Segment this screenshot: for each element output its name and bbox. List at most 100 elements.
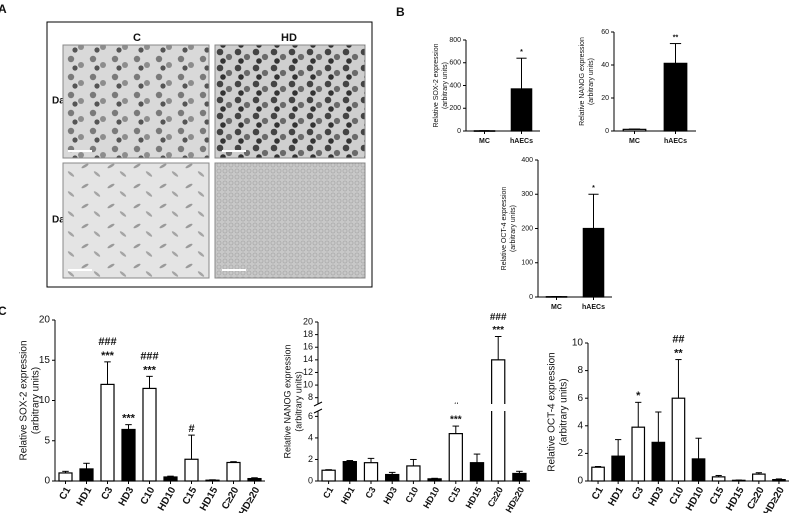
x-tick-label: HD15: [464, 485, 484, 510]
bar: [163, 476, 178, 482]
y-tick-label: 0: [577, 476, 583, 487]
x-tick-label: HD3: [117, 485, 137, 508]
y-tick-label: 400: [449, 82, 461, 89]
x-tick-label: HD10: [156, 485, 179, 513]
x-tick-label: C3: [630, 485, 646, 502]
bar: [611, 455, 625, 482]
bar: [591, 466, 605, 482]
column-label: HD: [281, 32, 297, 44]
significance: ***: [122, 413, 136, 425]
significance: ###: [140, 350, 158, 362]
y-tick-label: 10: [572, 338, 584, 349]
x-tick-label: MC: [629, 138, 640, 145]
x-tick-label: hAECs: [510, 138, 533, 145]
y-tick-label: 600: [449, 60, 461, 67]
x-tick-label: HD15: [724, 485, 747, 513]
y-tick-label: 800: [449, 37, 461, 44]
y-tick-label: 0: [605, 128, 609, 135]
x-tick-label: HD≥20: [504, 485, 527, 513]
significance: **: [674, 347, 683, 359]
micrograph: [62, 162, 210, 279]
bar: [58, 472, 73, 482]
bar: [671, 397, 686, 482]
y-tick-label: 20: [601, 95, 609, 102]
y-tick-label: 300: [521, 191, 533, 198]
x-tick-label: HD10: [421, 485, 441, 510]
bar: [448, 433, 463, 482]
bar: [772, 479, 786, 482]
x-tick-label: C1: [57, 485, 73, 502]
y-axis-label: Relative NANOG expression: [579, 37, 586, 126]
bar: [631, 426, 646, 482]
y-axis-label: (arbitrary units): [510, 205, 517, 252]
y-axis-label: Relative OCT-4 expression: [501, 187, 508, 271]
bar: [247, 477, 262, 482]
bar: [205, 479, 220, 482]
y-tick-label: 40: [601, 62, 609, 69]
y-axis-label: (arbitrary units): [293, 371, 303, 432]
x-tick-label: HD3: [647, 485, 667, 508]
significance: ***: [143, 364, 157, 376]
bar: [184, 458, 199, 482]
y-tick-label: 20: [303, 316, 313, 326]
y-axis-label: (arbitrary units): [588, 58, 595, 105]
x-tick-label: MC: [551, 304, 562, 311]
y-tick-label: 20: [39, 315, 51, 326]
y-tick-label: 4: [577, 420, 583, 431]
bar: [363, 462, 379, 482]
y-tick-label: 0: [44, 476, 50, 487]
bar: [121, 428, 136, 482]
x-tick-label: HD15: [198, 485, 221, 513]
x-tick-label: hAECs: [664, 138, 687, 145]
x-tick-label: HD≥20: [237, 485, 262, 513]
y-tick-label: 200: [449, 105, 461, 112]
y-axis-label: (arbitrary units): [442, 62, 449, 109]
x-tick-label: C3: [363, 485, 377, 500]
significance: ###: [490, 312, 507, 323]
bar: [142, 387, 157, 482]
y-axis-label: Relative SOX-2 expression: [19, 340, 30, 460]
y-axis-label: Relative OCT-4 expression: [547, 352, 558, 472]
x-tick-label: HD1: [339, 485, 357, 506]
axis-break: [314, 404, 530, 411]
bar: [491, 359, 506, 482]
x-tick-label: HD1: [75, 485, 95, 508]
y-tick-label: 6: [308, 411, 313, 421]
x-tick-label: C10: [403, 485, 420, 504]
x-tick-label: hAECs: [582, 304, 605, 311]
bar: [651, 441, 666, 482]
panel-label: C: [0, 304, 7, 318]
y-axis-label: (arbitrary units): [31, 367, 42, 434]
bar: [342, 461, 357, 482]
x-tick-label: C≥20: [220, 485, 242, 512]
y-tick-label: 12: [303, 367, 313, 377]
bar: [691, 458, 706, 482]
y-tick-label: 0: [457, 128, 461, 135]
micrograph: [62, 44, 210, 159]
bar: [321, 469, 336, 482]
bar: [469, 462, 485, 482]
x-tick-label: HD10: [684, 485, 707, 513]
y-tick-label: 10: [303, 379, 313, 389]
bar: [510, 88, 533, 132]
bar: [427, 478, 442, 482]
significance: #: [188, 423, 194, 435]
y-axis-label: Relative SOX-2 expression: [433, 43, 440, 127]
x-tick-label: C10: [139, 485, 158, 507]
y-tick-label: 18: [303, 329, 313, 339]
significance: *: [592, 185, 595, 192]
micrograph: [214, 162, 366, 279]
significance: *: [520, 49, 523, 56]
bar: [512, 472, 527, 482]
y-tick-label: 6: [577, 393, 583, 404]
panel-frame: [46, 21, 373, 288]
significance: ***: [492, 325, 504, 336]
bar: [663, 62, 688, 132]
x-tick-label: MC: [479, 138, 490, 145]
bar: [622, 128, 647, 132]
significance: ***: [101, 350, 115, 362]
x-tick-label: HD3: [381, 485, 399, 506]
micrograph: [214, 44, 366, 159]
significance: ***: [450, 415, 462, 426]
